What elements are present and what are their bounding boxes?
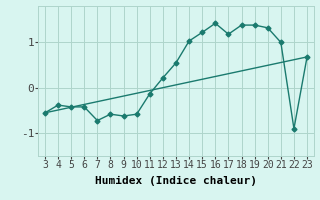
X-axis label: Humidex (Indice chaleur): Humidex (Indice chaleur) <box>95 176 257 186</box>
